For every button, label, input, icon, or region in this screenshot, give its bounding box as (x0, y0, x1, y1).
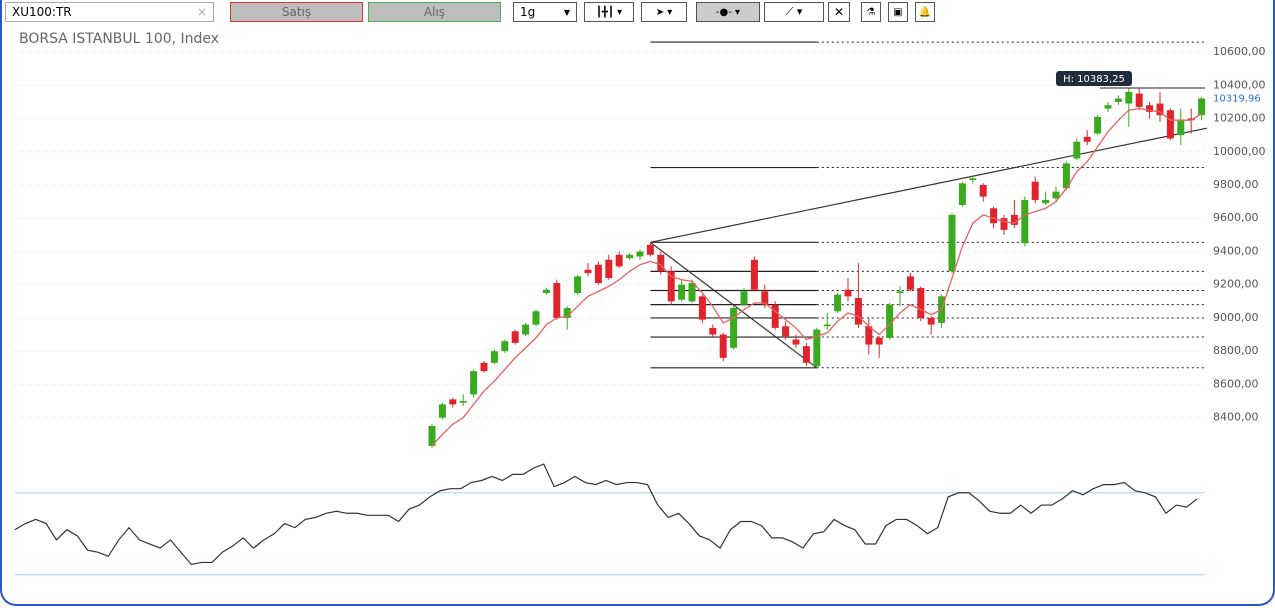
clear-icon[interactable]: × (196, 5, 207, 19)
snapshot-button[interactable]: ▣ (888, 2, 908, 22)
draw-line-button[interactable]: ⟋ ▾ (764, 2, 824, 22)
delete-button[interactable]: ✕ (828, 2, 850, 22)
chart-title: BORSA ISTANBUL 100, Index (19, 31, 220, 47)
indicator-button[interactable]: ⚗ (861, 2, 881, 22)
clock-button[interactable]: -●- ▾ (696, 2, 760, 22)
interval-text: 1g (520, 5, 536, 19)
caret: ▼ (563, 7, 570, 17)
alert-button[interactable]: 🔔 (915, 2, 935, 22)
cursor-button[interactable]: ➤ ▾ (641, 2, 687, 22)
sell-button[interactable]: Satış (230, 2, 363, 22)
symbol-text: XU100:TR (12, 5, 72, 19)
interval-dropdown[interactable]: 1g ▼ (513, 2, 577, 22)
buy-button[interactable]: Alış (368, 2, 501, 22)
chart-type-button[interactable]: ┃╋┃ ▾ (584, 2, 634, 22)
symbol-input[interactable]: XU100:TR × (5, 2, 214, 22)
